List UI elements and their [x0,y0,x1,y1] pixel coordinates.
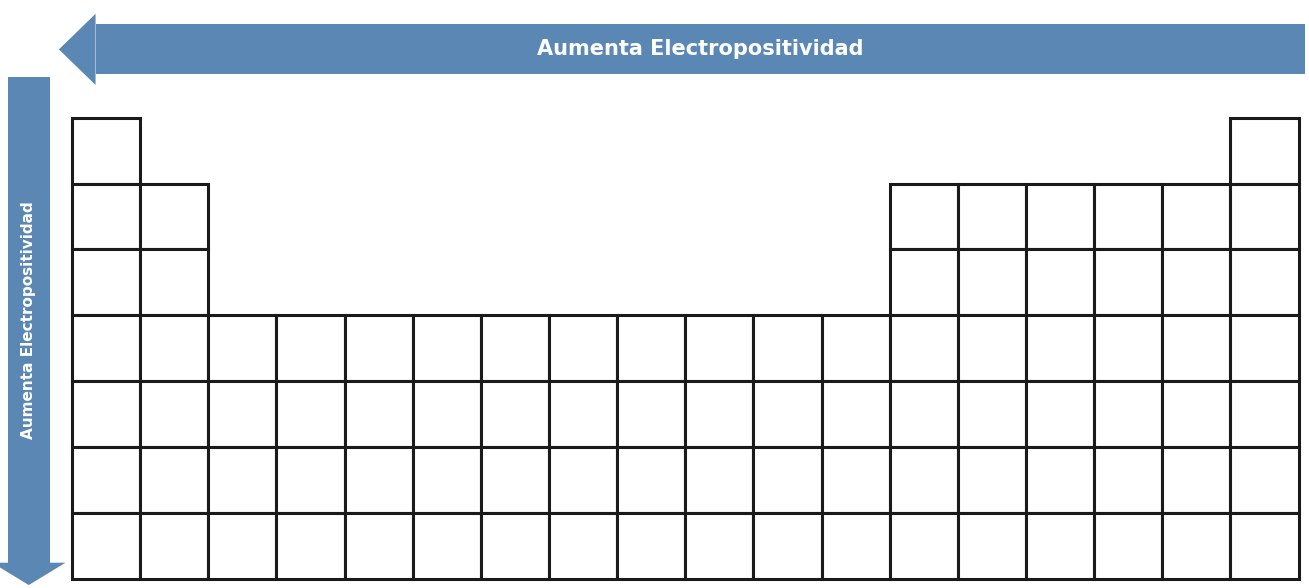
Text: Aumenta Electropositividad: Aumenta Electropositividad [537,39,864,59]
Text: Aumenta Electropositividad: Aumenta Electropositividad [21,201,37,439]
